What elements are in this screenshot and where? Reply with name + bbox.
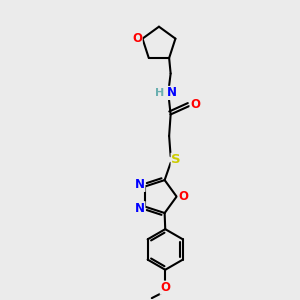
Text: O: O xyxy=(190,98,200,111)
Text: N: N xyxy=(135,202,145,215)
Text: H: H xyxy=(155,88,164,98)
Text: O: O xyxy=(160,281,170,294)
Text: S: S xyxy=(171,153,181,166)
Text: O: O xyxy=(178,190,188,203)
Text: O: O xyxy=(132,32,142,45)
Text: N: N xyxy=(135,178,145,191)
Text: N: N xyxy=(167,86,177,99)
